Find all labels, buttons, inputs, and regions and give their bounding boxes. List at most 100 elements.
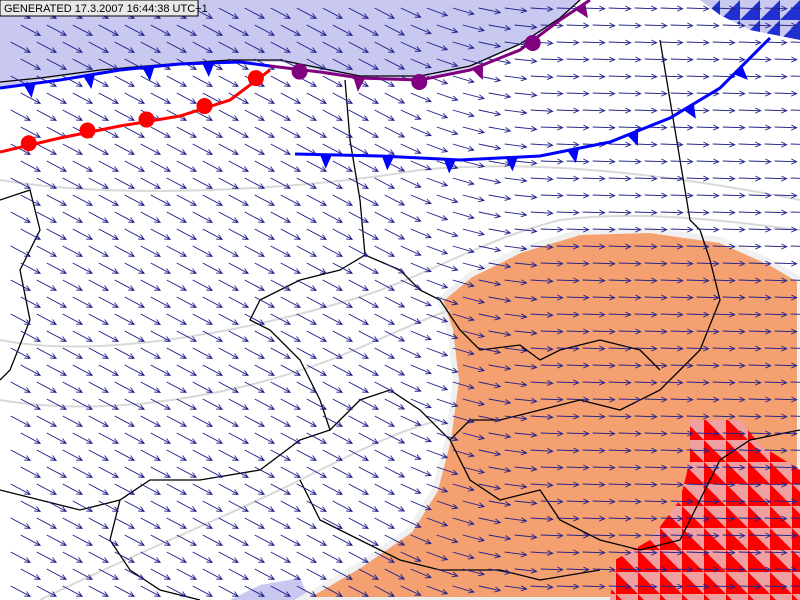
- wind-arrow: [332, 228, 354, 240]
- wind-arrow: [202, 432, 224, 444]
- wind-arrow: [62, 41, 84, 53]
- wind-arrow: [774, 532, 798, 539]
- wind-arrow: [280, 160, 302, 172]
- wind-arrow: [764, 379, 788, 386]
- wind-arrow: [462, 92, 486, 101]
- wind-arrow: [426, 517, 449, 527]
- wind-arrow: [46, 330, 68, 342]
- wind-arrow: [722, 498, 746, 505]
- wind-arrow: [176, 194, 198, 206]
- wind-arrow: [36, 313, 58, 325]
- wind-arrow: [592, 226, 616, 233]
- wind-arrow: [660, 379, 684, 386]
- wind-arrow: [670, 22, 694, 29]
- wind-arrow: [582, 549, 606, 556]
- wind-arrow: [218, 143, 240, 155]
- wind-arrow: [686, 379, 710, 386]
- wind-arrow: [322, 75, 344, 87]
- wind-arrow: [36, 109, 58, 121]
- wind-arrow: [166, 483, 188, 495]
- wind-arrow: [712, 209, 736, 216]
- wind-arrow: [280, 194, 302, 206]
- wind-arrow: [46, 262, 68, 274]
- wind-arrow: [62, 177, 84, 189]
- wind-arrow: [670, 532, 694, 539]
- wind-arrow: [218, 347, 240, 359]
- wind-arrow: [426, 211, 449, 221]
- wind-arrow: [254, 466, 276, 478]
- wind-arrow: [410, 228, 432, 239]
- wind-arrow: [608, 39, 632, 46]
- wind-arrow: [400, 483, 422, 494]
- wind-arrow: [722, 22, 746, 29]
- wind-arrow: [72, 296, 94, 308]
- wind-arrow: [36, 551, 58, 563]
- wind-arrow: [670, 498, 694, 505]
- wind-arrow: [306, 228, 328, 240]
- wind-arrow: [722, 430, 746, 437]
- wind-arrow: [98, 568, 120, 580]
- wind-arrow: [436, 228, 459, 238]
- wind-arrow: [322, 109, 344, 121]
- wind-arrow: [72, 364, 94, 376]
- border: [449, 429, 800, 551]
- wind-arrow: [166, 211, 188, 223]
- front-triangle: [443, 159, 456, 174]
- wind-arrow: [322, 585, 344, 597]
- wind-arrow: [384, 24, 406, 36]
- wind-arrow: [452, 551, 475, 560]
- wind-arrow: [478, 109, 502, 117]
- wind-arrow: [410, 58, 432, 69]
- wind-arrow: [280, 500, 302, 512]
- wind-arrow: [228, 194, 250, 206]
- wind-arrow: [774, 396, 798, 403]
- wind-arrow: [296, 109, 318, 121]
- wind-arrow: [618, 192, 642, 199]
- wind-arrow: [62, 551, 84, 563]
- wind-arrow: [46, 92, 68, 104]
- wind-arrow: [748, 56, 772, 63]
- wind-arrow: [514, 431, 538, 438]
- isoline: [0, 165, 800, 201]
- wind-arrow: [670, 158, 694, 165]
- wind-arrow: [244, 347, 266, 359]
- front-triangle: [505, 157, 518, 172]
- wind-arrow: [608, 345, 632, 352]
- wind-arrow: [166, 279, 188, 291]
- wind-arrow: [488, 364, 512, 371]
- wind-arrow: [176, 296, 198, 308]
- wind-arrow: [228, 500, 250, 512]
- wind-arrow: [270, 551, 292, 563]
- wind-arrow: [426, 449, 449, 459]
- wind-arrow: [72, 534, 94, 546]
- wind-arrow: [618, 226, 642, 233]
- wind-arrow: [582, 175, 606, 182]
- isolines: [0, 165, 800, 600]
- wind-arrow: [790, 381, 800, 383]
- wind-arrow: [618, 56, 642, 63]
- front-triangle: [683, 103, 696, 119]
- wind-arrow: [410, 194, 432, 205]
- wind-arrow: [748, 22, 772, 29]
- wind-arrow: [10, 109, 32, 121]
- wind-arrow: [114, 381, 136, 393]
- wind-arrow: [790, 313, 800, 315]
- wind-arrow: [400, 551, 422, 562]
- wind-arrow: [228, 398, 250, 410]
- wind-arrow: [644, 464, 668, 471]
- wind-arrow: [452, 585, 475, 594]
- wind-arrow: [400, 41, 422, 52]
- wind-arrow: [644, 90, 668, 97]
- wind-arrow: [504, 415, 528, 422]
- wind-arrow: [738, 277, 762, 284]
- wind-arrow: [228, 92, 250, 104]
- wind-arrow: [592, 430, 616, 437]
- wind-arrow: [124, 228, 146, 240]
- wind-arrow: [556, 311, 580, 318]
- wind-arrow: [618, 396, 642, 403]
- wind-arrow: [10, 347, 32, 359]
- wind-arrow: [218, 177, 240, 189]
- wind-arrow: [140, 517, 162, 529]
- wind-arrow: [306, 92, 328, 104]
- wind-arrow: [670, 328, 694, 335]
